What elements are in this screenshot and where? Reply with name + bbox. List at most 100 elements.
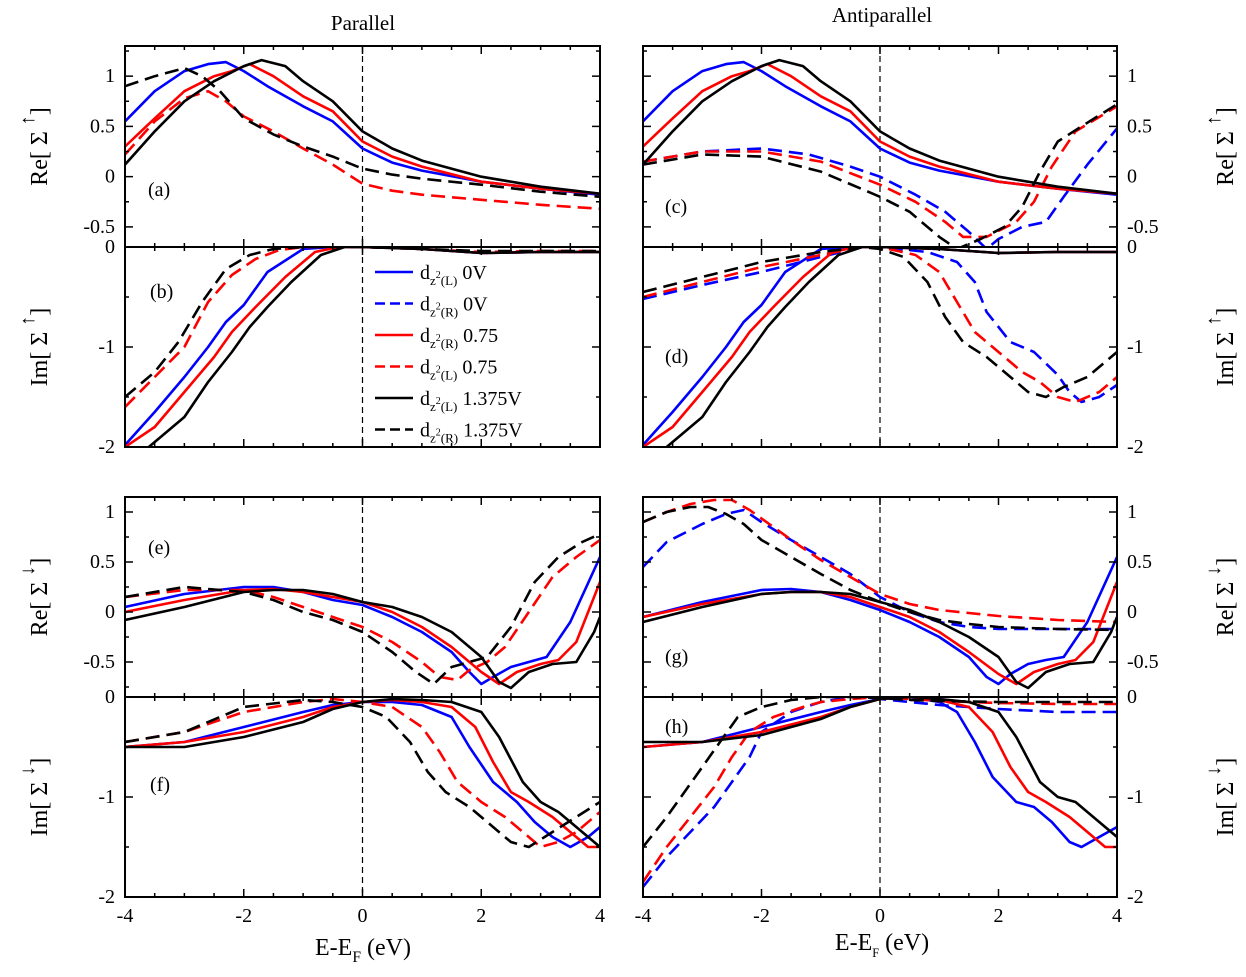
- series-line-d-3: [643, 247, 1117, 404]
- y-tick-label: 0.5: [90, 115, 115, 137]
- series-line-a-3: [125, 58, 600, 195]
- spin-arrow: ↓: [1203, 566, 1225, 576]
- legend-label: dz2(R) 0.75: [420, 325, 498, 351]
- panel-g: 1 0.5 0 -0.5 (g) Re[ Σ ↓]: [642, 496, 1239, 698]
- panel-a: 1 0.5 0 -0.5 (a) Re[ Σ ↑]: [17, 45, 601, 248]
- y-axis-label-close: ]: [1213, 558, 1239, 566]
- x-axis-labels: -4 -2 0 2 4 -4 -2 0 2 4 E-EF (eV) E-EF (eV): [117, 905, 1122, 966]
- x-tick-label: 0: [875, 905, 885, 927]
- series-line-a-1: [125, 62, 600, 195]
- legend: dz2(L) 0V dz2(R) 0V dz2(R) 0.75 dz2(L) 0.75…: [375, 262, 523, 446]
- series-line-d-1: [643, 247, 1117, 404]
- y-tick-label: -1: [1127, 786, 1144, 808]
- series-group: [643, 697, 1117, 888]
- y-axis-label-text: Re[ Σ: [27, 576, 53, 637]
- panel-e: 1 0.5 0 -0.5 (e) Re[ Σ ↓]: [17, 496, 601, 698]
- series-line-h-5: [643, 697, 1117, 848]
- panel-f: 0 -1 -2 (f) Im[ Σ ↓]: [17, 686, 601, 908]
- series-line-b-3: [147, 247, 600, 447]
- spin-arrow: ↓: [17, 566, 39, 576]
- y-axis-label-close: ]: [1213, 308, 1239, 316]
- legend-label: dz2(L) 0V: [420, 262, 487, 288]
- x-tick-label: 4: [1112, 905, 1122, 927]
- y-axis-label-f: Im[ Σ ↓]: [17, 758, 53, 837]
- x-tick-label: -4: [635, 905, 652, 927]
- spin-arrow: ↑: [1203, 115, 1225, 125]
- y-tick-label: 0: [1127, 166, 1137, 188]
- y-tick-label: 0: [105, 166, 115, 188]
- series-line-a-4: [125, 66, 600, 199]
- series-group: [125, 58, 600, 211]
- series-line-f-2: [125, 697, 600, 849]
- spin-arrow: ↓: [1203, 766, 1225, 776]
- y-tick-label: 0: [1127, 601, 1137, 623]
- panel-d: 0 -1 -2 (d) Im[ Σ ↑]: [642, 236, 1239, 458]
- y-axis-label-a: Re[ Σ ↑]: [17, 107, 53, 186]
- y-axis-label-text: Im[ Σ: [27, 326, 53, 387]
- series-line-e-0: [125, 556, 600, 686]
- series-line-c-4: [643, 58, 1117, 195]
- y-axis-label-text: Im[ Σ: [1213, 326, 1239, 387]
- x-tick-label: -2: [753, 905, 770, 927]
- y-tick-label: 0: [105, 686, 115, 708]
- panel-label-a: (a): [148, 179, 170, 201]
- y-tick-label: -2: [1127, 436, 1144, 458]
- y-tick-label: 0: [105, 601, 115, 623]
- y-axis-label-c: Re[ Σ ↑]: [1203, 107, 1239, 186]
- series-line-g-0: [643, 556, 1117, 686]
- x-tick-label: 2: [476, 905, 486, 927]
- x-tick-label: 0: [358, 905, 368, 927]
- y-tick-label: 1: [105, 65, 115, 87]
- series-line-e-2: [125, 538, 600, 682]
- panel-b: 0 -1 -2 (b) Im[ Σ ↑] dz2(L) 0V dz2(R) 0V dz2(R)…: [17, 236, 601, 458]
- y-axis-label-close: ]: [1213, 107, 1239, 115]
- x-axis-label-antiparallel: E-EF (eV): [835, 930, 929, 960]
- panel-label-d: (d): [665, 346, 688, 368]
- y-axis-label-close: ]: [1213, 758, 1239, 766]
- x-tick-label: -2: [235, 905, 252, 927]
- y-tick-label: -0.5: [1127, 216, 1159, 238]
- y-axis-label-h: Im[ Σ ↓]: [1203, 758, 1239, 837]
- series-line-h-0: [643, 697, 1117, 849]
- y-axis-label-text: Im[ Σ: [1213, 776, 1239, 837]
- spin-arrow: ↑: [17, 316, 39, 326]
- series-group: [643, 247, 1117, 447]
- y-axis-label-e: Re[ Σ ↓]: [17, 558, 53, 637]
- y-tick-label: 0.5: [1127, 115, 1152, 137]
- column-title-antiparallel: Antiparallel: [832, 3, 932, 27]
- y-tick-label: 1: [1127, 65, 1137, 87]
- series-line-c-3: [643, 105, 1117, 239]
- series-line-e-1: [125, 581, 600, 686]
- series-group: [125, 697, 600, 849]
- series-line-c-1: [643, 127, 1117, 247]
- series-group: [125, 532, 600, 690]
- panel-label-f: (f): [150, 774, 170, 796]
- legend-label: dz2(L) 1.375V: [420, 388, 522, 414]
- spin-arrow: ↓: [17, 766, 39, 776]
- y-tick-label: 0: [105, 236, 115, 258]
- y-axis-label-b: Im[ Σ ↑]: [17, 308, 53, 387]
- series-line-e-4: [125, 532, 600, 686]
- series-line-d-0: [643, 247, 1117, 446]
- panel-label-g: (g): [665, 646, 688, 668]
- panel-label-b: (b): [150, 281, 173, 303]
- y-tick-label: -0.5: [83, 651, 115, 673]
- y-tick-label: -1: [98, 786, 115, 808]
- y-tick-label: -2: [98, 886, 115, 908]
- panel-label-c: (c): [665, 196, 687, 218]
- panel-h: 0 -1 -2 (h) Im[ Σ ↓]: [642, 686, 1239, 908]
- series-line-h-2: [643, 697, 1117, 849]
- y-tick-label: 1: [105, 501, 115, 523]
- series-line-f-0: [125, 700, 600, 849]
- series-line-f-1: [125, 698, 600, 849]
- legend-label: dz2(R) 1.375V: [420, 420, 523, 446]
- y-axis-label-close: ]: [27, 758, 53, 766]
- y-axis-label-close: ]: [27, 558, 53, 566]
- y-tick-label: 0: [1127, 686, 1137, 708]
- y-axis-label-g: Re[ Σ ↓]: [1203, 558, 1239, 637]
- panel-label-h: (h): [665, 716, 688, 738]
- series-line-g-3: [643, 498, 1117, 624]
- y-axis-label-close: ]: [27, 107, 53, 115]
- y-tick-label: 0: [1127, 236, 1137, 258]
